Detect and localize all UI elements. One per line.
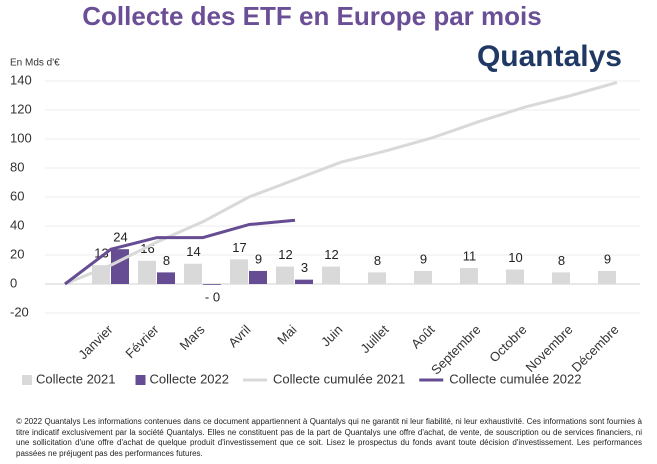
x-tick-label: Septembre bbox=[428, 322, 484, 378]
legend-label: Collecte 2022 bbox=[150, 371, 230, 386]
bar bbox=[184, 263, 202, 284]
bar bbox=[203, 284, 221, 285]
data-label: 8 bbox=[163, 253, 170, 268]
chart: Collecte des ETF en Europe par mois Quan… bbox=[10, 1, 640, 386]
y-tick-label: 100 bbox=[10, 130, 32, 145]
x-tick-label: Avril bbox=[225, 322, 253, 350]
bar bbox=[111, 249, 129, 284]
bar bbox=[230, 259, 248, 284]
data-label: 24 bbox=[113, 230, 127, 245]
data-label: 11 bbox=[463, 248, 477, 263]
legend-swatch bbox=[135, 375, 146, 385]
y-tick-label: -20 bbox=[10, 304, 29, 319]
chart-title: Collecte des ETF en Europe par mois bbox=[82, 1, 541, 31]
bar bbox=[322, 266, 340, 284]
x-tick-label: Août bbox=[408, 322, 438, 352]
bar bbox=[552, 272, 570, 284]
legend-label: Collecte cumulée 2022 bbox=[449, 371, 581, 386]
y-tick-label: 120 bbox=[10, 101, 32, 116]
bar bbox=[249, 270, 267, 284]
y-tick-label: 60 bbox=[10, 188, 24, 203]
data-label: 9 bbox=[420, 251, 427, 266]
x-tick-label: Octobre bbox=[486, 322, 529, 365]
legend-label: Collecte 2021 bbox=[36, 371, 116, 386]
x-tick-label: Mars bbox=[177, 322, 208, 353]
bar bbox=[414, 270, 432, 284]
data-label: 13 bbox=[94, 246, 108, 261]
y-tick-label: 140 bbox=[10, 72, 32, 87]
y-tick-label: 80 bbox=[10, 159, 24, 174]
x-tick-label: Mai bbox=[274, 322, 299, 347]
line bbox=[64, 218, 296, 286]
data-label: 14 bbox=[186, 244, 200, 259]
bar bbox=[368, 272, 386, 284]
bar bbox=[276, 266, 294, 284]
data-label: 9 bbox=[255, 251, 262, 266]
y-tick-label: 20 bbox=[10, 246, 24, 261]
data-label: - 0 bbox=[205, 289, 220, 304]
data-label: 12 bbox=[324, 247, 338, 262]
y-tick-label: 0 bbox=[10, 275, 17, 290]
data-label: 10 bbox=[508, 250, 522, 265]
line bbox=[64, 81, 618, 286]
bar bbox=[460, 268, 478, 284]
y-tick-label: 40 bbox=[10, 217, 24, 232]
data-label: 9 bbox=[604, 251, 611, 266]
bar bbox=[295, 279, 313, 284]
bar bbox=[598, 270, 616, 284]
x-tick-label: Juin bbox=[318, 322, 345, 349]
x-tick-label: Juillet bbox=[357, 322, 391, 356]
x-tick-label: Novembre bbox=[523, 322, 576, 375]
logo: Quantalys bbox=[477, 40, 622, 73]
bar bbox=[138, 260, 156, 284]
y-axis-label: En Mds d'€ bbox=[10, 58, 60, 69]
x-tick-label: Février bbox=[122, 321, 162, 361]
x-tick-label: Décembre bbox=[569, 322, 622, 375]
data-label: 17 bbox=[232, 240, 246, 255]
bar bbox=[157, 272, 175, 284]
data-label: 8 bbox=[374, 253, 381, 268]
legend-label: Collecte cumulée 2021 bbox=[273, 371, 405, 386]
data-label: 12 bbox=[278, 247, 292, 262]
data-label: 8 bbox=[558, 253, 565, 268]
x-tick-label: Janvier bbox=[75, 321, 116, 362]
footnote: © 2022 Quantalys Les informations conten… bbox=[16, 417, 642, 458]
data-label: 3 bbox=[301, 260, 308, 275]
legend-swatch bbox=[22, 375, 32, 385]
bar bbox=[506, 269, 524, 284]
